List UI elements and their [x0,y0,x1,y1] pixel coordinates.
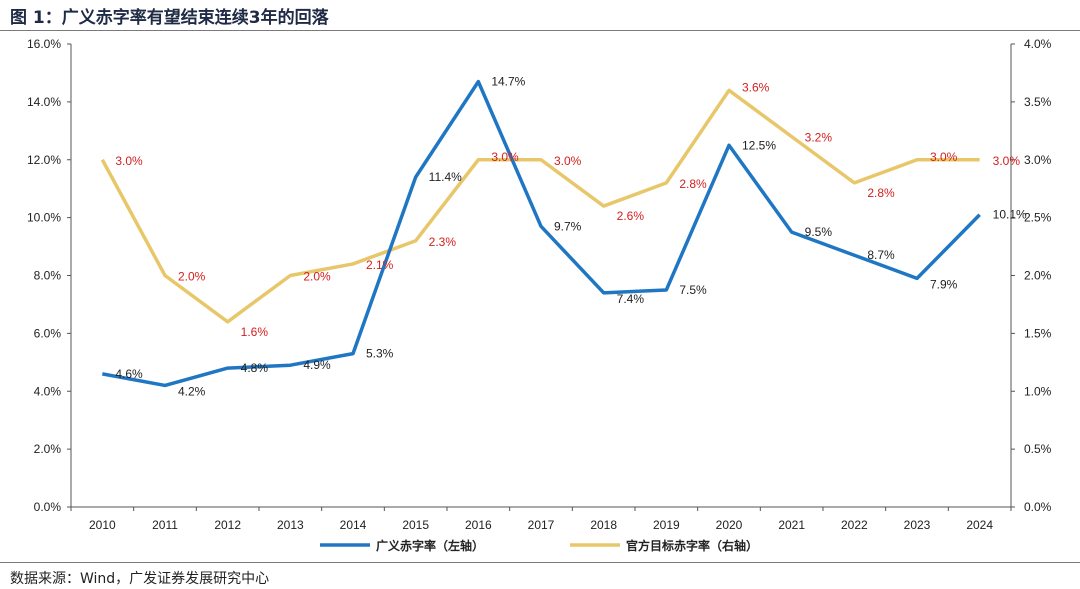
data-label-official-target: 2.1% [366,258,394,272]
x-axis-tick-label: 2013 [277,518,304,532]
x-axis-tick-label: 2019 [653,518,680,532]
data-label-broad-deficit: 9.7% [554,219,582,233]
data-label-broad-deficit: 7.5% [679,283,707,297]
data-label-official-target: 2.0% [303,270,331,284]
x-axis-tick-label: 2010 [89,518,116,532]
x-axis-tick-label: 2017 [528,518,555,532]
right-axis-tick-label: 2.5% [1024,211,1052,225]
left-axis-tick-label: 16.0% [27,37,61,51]
left-axis-tick-label: 6.0% [34,326,62,340]
x-axis-tick-label: 2024 [966,518,993,532]
x-axis-tick-label: 2023 [904,518,931,532]
x-axis-tick-label: 2011 [152,518,178,532]
data-label-official-target: 3.0% [115,154,143,168]
right-axis-tick-label: 1.5% [1024,326,1052,340]
x-axis-tick-label: 2018 [590,518,617,532]
left-axis-tick-label: 10.0% [27,211,61,225]
chart: 0.0% 2.0% 4.0% 6.0% 8.0% 10.0% 12.0% 14.0% 16.0%… [27,37,1052,553]
data-label-official-target: 2.6% [617,209,645,223]
x-axis-tick-label: 2015 [402,518,429,532]
data-label-broad-deficit: 4.6% [115,367,143,381]
x-axis-tick-label: 2012 [214,518,241,532]
x-axis-tick-label: 2020 [716,518,743,532]
data-label-broad-deficit: 7.9% [930,277,958,291]
series-line-broad-deficit [102,79,981,388]
data-label-official-target: 2.8% [679,177,707,191]
right-axis-tick-label: 0.0% [1024,500,1052,514]
left-axis-tick-label: 12.0% [27,153,61,167]
data-label-broad-deficit: 10.1% [993,208,1027,222]
data-label-official-target: 2.8% [867,186,895,200]
data-label-official-target: 3.0% [993,154,1021,168]
data-label-broad-deficit: 5.3% [366,347,394,361]
data-label-broad-deficit: 7.4% [617,292,645,306]
data-label-official-target: 1.6% [241,325,269,339]
series-line-official-target [100,88,980,324]
left-axis-tick-label: 0.0% [34,500,62,514]
right-axis-tick-label: 2.0% [1024,269,1052,283]
left-axis-tick-label: 4.0% [34,384,62,398]
right-axis-tick-label: 4.0% [1024,37,1052,51]
data-label-official-target: 3.2% [805,131,833,145]
data-label-broad-deficit: 8.7% [867,248,895,262]
right-axis-tick-label: 0.5% [1024,442,1052,456]
data-label-broad-deficit: 12.5% [742,138,776,152]
x-axis-tick-label: 2016 [465,518,492,532]
data-label-official-target: 3.6% [742,80,770,94]
right-axis-tick-label: 3.0% [1024,153,1052,167]
legend-label-official-target: 官方目标赤字率（右轴） [626,538,758,553]
data-label-official-target: 3.0% [491,150,519,164]
data-label-broad-deficit: 9.5% [805,225,833,239]
data-label-official-target: 3.0% [930,150,958,164]
data-label-broad-deficit: 4.9% [303,358,331,372]
x-axis-tick-label: 2022 [841,518,868,532]
data-label-broad-deficit: 4.8% [241,361,269,375]
data-label-official-target: 3.0% [554,154,582,168]
title-divider [0,30,1080,31]
left-axis-tick-label: 2.0% [34,442,62,456]
left-axis-tick-label: 8.0% [34,269,62,283]
data-label-broad-deficit: 11.4% [429,170,462,184]
legend-label-broad-deficit: 广义赤字率（左轴） [376,538,484,553]
source-note: 数据来源：Wind，广发证券发展研究中心 [10,571,270,587]
x-axis-tick-label: 2014 [340,518,367,532]
data-label-broad-deficit: 14.7% [491,75,525,89]
right-axis-tick-label: 1.0% [1024,384,1052,398]
left-axis-tick-label: 14.0% [27,95,61,109]
data-label-official-target: 2.0% [178,270,206,284]
data-label-official-target: 2.3% [429,235,457,249]
figure-title: 图 1：广义赤字率有望结束连续3年的回落 [10,8,329,28]
right-axis-tick-label: 3.5% [1024,95,1052,109]
footer-divider [0,562,1080,563]
x-axis-tick-label: 2021 [778,518,805,532]
data-label-broad-deficit: 4.2% [178,384,206,398]
